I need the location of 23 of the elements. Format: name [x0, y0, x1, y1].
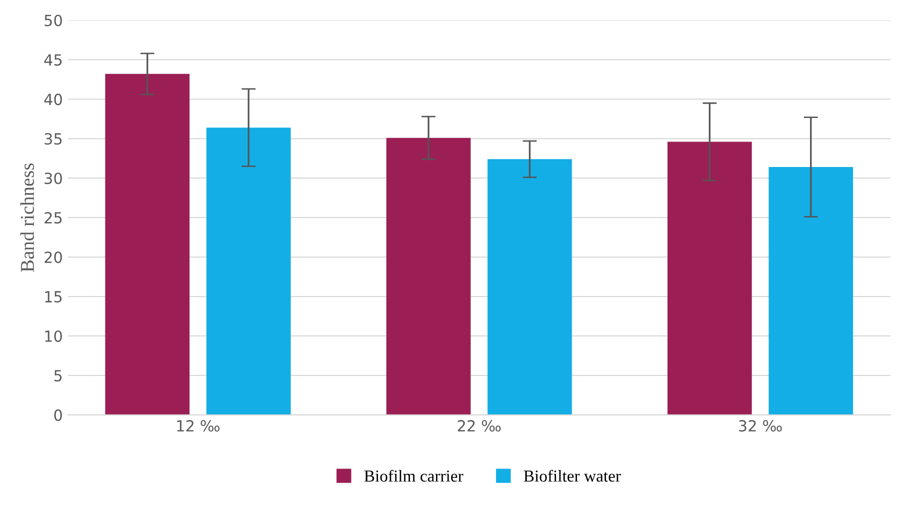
bar [667, 142, 752, 415]
y-tick-label: 45 [44, 54, 62, 66]
y-tick-label: 40 [44, 94, 62, 106]
y-tick-label: 20 [44, 252, 62, 264]
bar [206, 128, 291, 415]
x-tick-label: 32 ‰ [739, 420, 782, 432]
y-tick-label: 35 [44, 133, 62, 145]
bar [768, 167, 854, 415]
bar [105, 74, 190, 415]
y-tick-label: 25 [44, 212, 62, 224]
bar [386, 138, 471, 415]
y-axis-title: Band richness [20, 163, 34, 272]
legend-label: Biofilter water [524, 470, 621, 482]
y-tick-label: 30 [44, 172, 62, 184]
y-tick-label: 50 [44, 14, 62, 26]
bar [488, 159, 572, 415]
x-tick-label: 12 ‰ [177, 420, 220, 432]
y-tick-label: 15 [45, 291, 62, 303]
y-tick-label: 10 [45, 330, 62, 342]
y-tick-label: 5 [54, 370, 62, 382]
legend-label: Biofilm carrier [364, 470, 464, 482]
x-tick-label: 22 ‰ [458, 420, 501, 432]
y-tick-label: 0 [54, 409, 62, 421]
